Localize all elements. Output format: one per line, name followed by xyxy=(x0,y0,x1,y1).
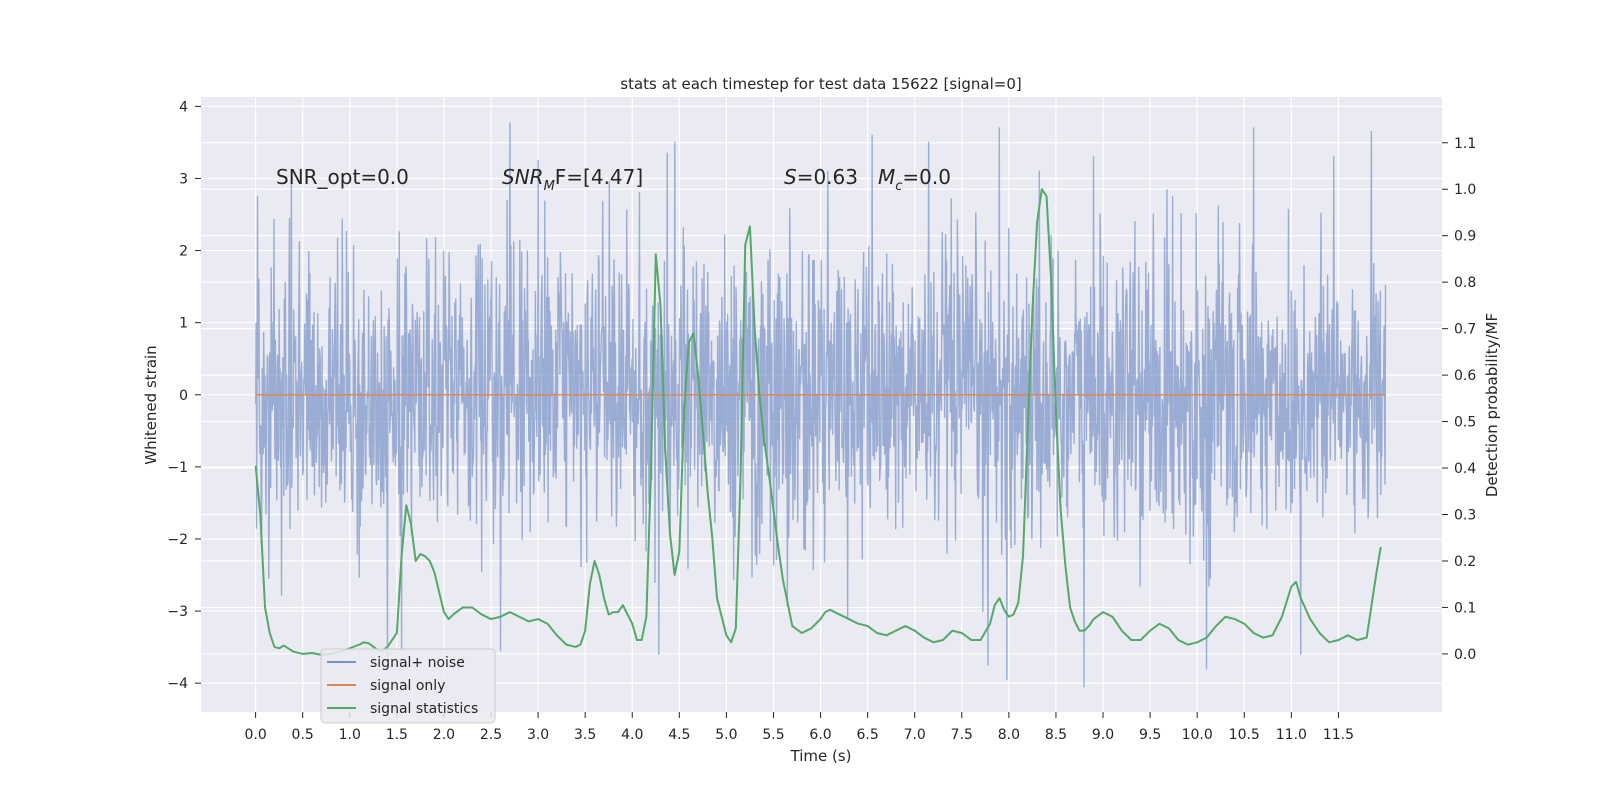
x-tick-label: 8.0 xyxy=(998,727,1020,743)
x-tick-label: 9.0 xyxy=(1092,727,1114,743)
y2-axis-label: Detection probability/MF xyxy=(1483,313,1501,497)
snr-mf-base: SNR xyxy=(502,165,544,189)
x-tick-label: 7.5 xyxy=(951,727,973,743)
x-tick-label: 9.5 xyxy=(1139,727,1161,743)
x-tick-label: 3.0 xyxy=(527,727,549,743)
x-tick-label: 7.0 xyxy=(904,727,926,743)
y-tick-label: 0 xyxy=(179,388,188,404)
annotation-snr-mf: SNRMF=[4.47] xyxy=(502,165,643,194)
s-value: =0.63 xyxy=(797,165,858,189)
y2-tick-label: 0.4 xyxy=(1454,461,1476,477)
x-tick-label: 11.0 xyxy=(1276,727,1307,743)
y-tick-label: 4 xyxy=(179,99,188,115)
y2-tick-label: 0.6 xyxy=(1454,368,1476,384)
legend-signal-label: signal only xyxy=(370,678,445,694)
y2-axis-ticks: 1.1 1.0 0.9 0.8 0.7 0.6 0.5 0.4 0.3 0.2 0.1 0.0 xyxy=(1442,136,1476,663)
y2-tick-label: 0.0 xyxy=(1454,647,1476,663)
legend: signal+ noise signal only signal statist… xyxy=(320,648,496,724)
x-axis-label: Time (s) xyxy=(790,747,852,765)
snr-mf-subscript: M xyxy=(544,179,555,194)
x-tick-label: 10.5 xyxy=(1229,727,1260,743)
y2-tick-label: 0.9 xyxy=(1454,229,1476,245)
x-tick-label: 0.5 xyxy=(292,727,314,743)
legend-stat-label: signal statistics xyxy=(370,701,478,717)
x-tick-label: 4.5 xyxy=(668,727,690,743)
y-tick-label: 3 xyxy=(179,171,188,187)
y2-tick-label: 0.1 xyxy=(1454,600,1476,616)
annotation-snr-opt: SNR_opt=0.0 xyxy=(276,165,409,189)
x-tick-label: 5.5 xyxy=(762,727,784,743)
x-tick-label: 6.0 xyxy=(809,727,831,743)
legend-box xyxy=(320,648,496,724)
y2-tick-label: 1.0 xyxy=(1454,182,1476,198)
x-tick-label: 4.0 xyxy=(621,727,643,743)
x-tick-label: 5.0 xyxy=(715,727,737,743)
x-tick-label: 10.0 xyxy=(1182,727,1213,743)
x-tick-label: 1.0 xyxy=(339,727,361,743)
x-tick-label: 0.0 xyxy=(244,727,266,743)
y-tick-label: −1 xyxy=(167,460,188,476)
annotation-s: S=0.63 xyxy=(784,165,858,189)
y-tick-label: 2 xyxy=(179,244,188,260)
y-axis-label: Whitened strain xyxy=(142,345,160,464)
y-axis-ticks: 4 3 2 1 0 −1 −2 −3 −4 xyxy=(167,99,201,692)
x-tick-label: 1.5 xyxy=(386,727,408,743)
y2-tick-label: 0.3 xyxy=(1454,508,1476,524)
y-tick-label: −2 xyxy=(167,532,188,548)
noise-trace xyxy=(254,122,1387,688)
mc-value: =0.0 xyxy=(902,165,951,189)
y2-tick-label: 0.2 xyxy=(1454,554,1476,570)
y-tick-label: −3 xyxy=(167,604,188,620)
x-tick-label: 3.5 xyxy=(574,727,596,743)
x-tick-label: 8.5 xyxy=(1045,727,1067,743)
x-tick-label: 11.5 xyxy=(1323,727,1354,743)
y2-tick-label: 1.1 xyxy=(1454,136,1476,152)
s-label: S xyxy=(784,165,797,189)
y-tick-label: −4 xyxy=(167,676,188,692)
y2-tick-label: 0.5 xyxy=(1454,415,1476,431)
x-tick-label: 2.5 xyxy=(480,727,502,743)
snr-mf-rest: F=[4.47] xyxy=(555,165,643,189)
signal-statistics-line xyxy=(254,188,1382,656)
x-tick-label: 6.5 xyxy=(857,727,879,743)
y-tick-label: 1 xyxy=(179,316,188,332)
y2-tick-label: 0.8 xyxy=(1454,275,1476,291)
x-tick-label: 2.0 xyxy=(433,727,455,743)
y2-tick-label: 0.7 xyxy=(1454,322,1476,338)
annotation-mc: Mc=0.0 xyxy=(878,165,951,194)
legend-noise-label: signal+ noise xyxy=(370,655,465,671)
snr-opt-text: SNR_opt=0.0 xyxy=(276,165,409,189)
noise-series xyxy=(254,122,1387,688)
chart-title: stats at each timestep for test data 156… xyxy=(620,75,1021,93)
mc-subscript: c xyxy=(895,179,902,194)
mc-label: M xyxy=(878,165,895,189)
x-axis-ticks: 0.0 0.5 1.0 1.5 2.0 2.5 3.0 3.5 4.0 4.5 5.0 5.5 6.0 6… xyxy=(244,712,1354,743)
